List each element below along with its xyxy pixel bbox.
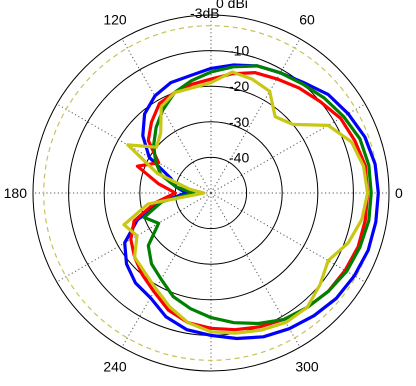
radial-tick-label: -20	[229, 78, 249, 94]
grid-spoke	[56, 192, 212, 283]
series-layer	[122, 63, 380, 341]
angle-label: 180	[4, 185, 28, 201]
angle-label: 0	[395, 185, 403, 201]
grid-spoke	[210, 192, 366, 283]
grid-spoke	[56, 103, 212, 194]
radial-tick-label: -40	[229, 149, 249, 165]
grid-spoke	[210, 38, 301, 194]
radial-tick-label: -30	[229, 114, 249, 130]
grid-ring	[139, 121, 283, 265]
grid-spoke	[121, 192, 212, 348]
angle-label: 300	[295, 358, 319, 374]
angle-label: 120	[103, 12, 127, 28]
reference-ring-label: -3dB	[190, 5, 220, 21]
grid-spoke	[121, 38, 212, 194]
grid-ring-outer	[32, 14, 390, 372]
radial-tick-label: -10	[229, 43, 249, 59]
series-trace-3	[142, 64, 373, 326]
angle-label: 60	[299, 12, 315, 28]
unit-label: 0 dBi	[216, 0, 248, 11]
grid-ring	[103, 85, 319, 301]
label-layer: 0 dBi -3dB -10 -20 -30 -40 0 60 120 180 240 300	[4, 0, 403, 374]
series-trace-4	[122, 70, 370, 335]
grid-layer	[32, 14, 390, 372]
angle-label: 240	[103, 358, 127, 374]
